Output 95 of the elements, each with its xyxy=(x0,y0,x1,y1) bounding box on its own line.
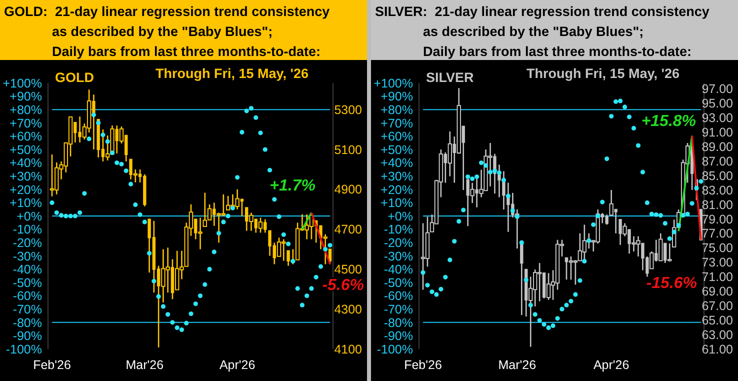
y2-tick-label: 89.00 xyxy=(702,140,734,154)
y2-tick-label: 63.00 xyxy=(702,328,734,342)
y-tick-label: +80% xyxy=(10,102,42,117)
y-tick-label: -70% xyxy=(384,302,413,316)
y-tick-label: +40% xyxy=(10,156,42,170)
y2-tick-label: 65.00 xyxy=(702,313,734,328)
y2-tick-label: 79.00 xyxy=(702,212,734,226)
y-tick-label: +40% xyxy=(380,156,413,170)
y-tick-label: -40% xyxy=(384,262,413,277)
y-tick-label: +100% xyxy=(2,76,42,90)
y-tick-label: -80% xyxy=(384,316,413,330)
candlestick xyxy=(286,250,290,266)
y-tick-label: +30% xyxy=(10,169,42,184)
y2-tick-label: 81.00 xyxy=(702,198,734,212)
y-tick-label: +60% xyxy=(380,130,413,144)
annotation: GOLD xyxy=(55,70,94,85)
chart-subtitle: Through Fri, 15 May, '26 xyxy=(156,66,309,81)
y2-tick-label: 93.00 xyxy=(702,111,734,126)
y-tick-label: +90% xyxy=(10,90,42,104)
y2-tick-label: 97.00 xyxy=(702,82,734,96)
y-tick-label: -20% xyxy=(12,236,42,250)
y2-tick-label: 91.00 xyxy=(702,126,734,140)
candlestick xyxy=(258,217,263,234)
y-tick-label: +10% xyxy=(10,196,42,210)
y2-tick-label: 4500 xyxy=(334,262,362,277)
x-tick-label: Apr'26 xyxy=(593,358,630,372)
x-tick-label: Apr'26 xyxy=(219,358,256,372)
candlestick xyxy=(50,154,54,197)
y2-tick-label: 73.00 xyxy=(702,256,734,270)
y2-tick-label: 69.00 xyxy=(702,284,734,299)
annotation: SILVER xyxy=(426,70,474,85)
y-tick-label: +50% xyxy=(10,142,42,157)
y2-tick-label: 83.00 xyxy=(702,183,734,198)
y-tick-label: +20% xyxy=(10,182,42,197)
line-series xyxy=(310,212,331,266)
text: -15.6% xyxy=(646,274,697,292)
y-tick-label: -100% xyxy=(6,342,42,356)
y-tick-label: -10% xyxy=(384,222,413,237)
x-tick-label: Feb'26 xyxy=(33,358,71,372)
x-tick-label: Feb'26 xyxy=(404,358,442,372)
y-tick-label: +50% xyxy=(380,142,413,157)
y2-tick-label: 5300 xyxy=(334,102,362,117)
series-label: +1.7% xyxy=(270,178,316,195)
y2-tick-label: 77.00 xyxy=(702,226,734,241)
candlestick xyxy=(198,217,202,250)
y-tick-label: -10% xyxy=(12,222,42,237)
y2-tick-label: 4900 xyxy=(334,182,362,197)
x-tick-label: Mar'26 xyxy=(126,358,164,372)
y-tick-label: -30% xyxy=(12,249,42,264)
y-tick-label: -80% xyxy=(12,316,42,330)
series-label: +15.8% xyxy=(641,112,696,130)
y-tick-label: +90% xyxy=(380,90,413,104)
y-tick-label: +80% xyxy=(380,102,413,117)
line-series xyxy=(678,134,693,232)
y-tick-label: +60% xyxy=(10,130,42,144)
y-tick-label: -60% xyxy=(384,289,413,304)
y2-tick-label: 75.00 xyxy=(702,241,734,256)
x-tick-label: Mar'26 xyxy=(498,358,536,372)
y-tick-label: +0% xyxy=(388,209,413,224)
y-tick-label: -100% xyxy=(376,342,413,356)
candlestick xyxy=(546,272,551,300)
series-label: -5.6% xyxy=(322,277,364,294)
y-tick-label: +100% xyxy=(374,76,413,90)
candlestick xyxy=(578,232,582,262)
y-tick-label: +70% xyxy=(10,116,42,130)
y-tick-label: -70% xyxy=(12,302,42,316)
y2-tick-label: 4700 xyxy=(334,222,362,237)
candlestick xyxy=(537,262,542,302)
y-tick-label: -50% xyxy=(12,276,42,290)
y2-tick-label: 71.00 xyxy=(702,270,734,284)
y-tick-label: -90% xyxy=(384,329,413,344)
chart-title: SILVER: 21-day linear regression trend consistency as described by the "Baby Blues"; Daily bars from last three months-to-date: xyxy=(375,4,710,59)
y2-tick-label: 67.00 xyxy=(702,299,734,314)
y2-tick-label: 85.00 xyxy=(702,168,734,183)
y2-tick-label: 4300 xyxy=(334,302,362,316)
y-tick-label: -20% xyxy=(384,236,413,250)
y2-tick-label: 4100 xyxy=(334,342,362,356)
y2-tick-label: 5100 xyxy=(334,142,362,157)
candlestick xyxy=(658,232,663,262)
y2-tick-label: 87.00 xyxy=(702,154,734,168)
y-tick-label: +30% xyxy=(380,169,413,184)
y2-tick-label: 95.00 xyxy=(702,96,734,111)
chart-subtitle: Through Fri, 15 May, '26 xyxy=(526,66,680,81)
y-tick-label: -60% xyxy=(12,289,42,304)
y-tick-label: +20% xyxy=(380,182,413,197)
candlestick xyxy=(568,256,574,280)
y-tick-label: -30% xyxy=(384,249,413,264)
y-tick-label: +0% xyxy=(16,209,42,224)
y-tick-label: -40% xyxy=(12,262,42,277)
y-tick-label: -50% xyxy=(384,276,413,290)
y-tick-label: -90% xyxy=(12,329,42,344)
chart-title: GOLD: 21-day linear regression trend consistency as described by the "Baby Blues"; Daily bars from last three months-to-date: xyxy=(4,4,330,59)
y-tick-label: +10% xyxy=(380,196,413,210)
y-tick-label: +70% xyxy=(380,116,413,130)
y2-tick-label: 61.00 xyxy=(702,342,734,356)
